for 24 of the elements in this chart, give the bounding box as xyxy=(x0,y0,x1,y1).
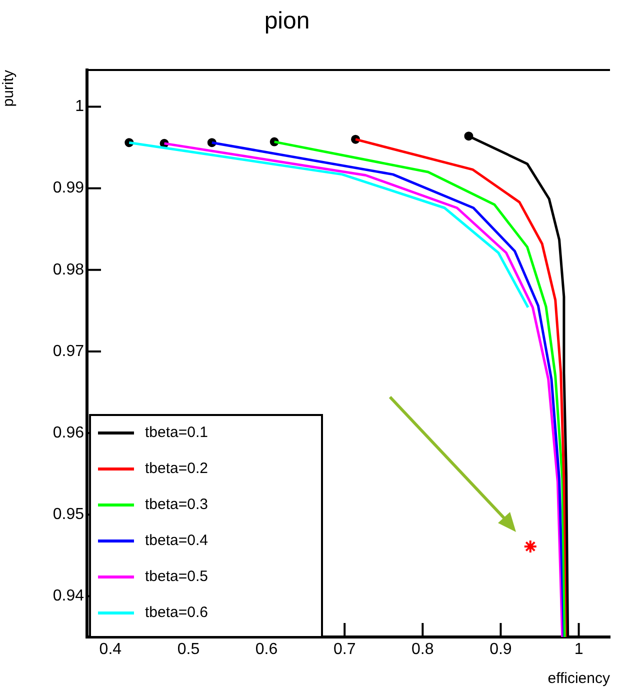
y-tick-label: 1 xyxy=(75,98,84,116)
x-tick-label: 0.9 xyxy=(490,641,512,658)
legend-label: tbeta=0.2 xyxy=(145,460,208,478)
legend-label: tbeta=0.3 xyxy=(145,496,208,514)
x-axis-title: efficiency xyxy=(548,670,610,688)
y-tick-label: 0.99 xyxy=(52,180,84,197)
x-tick-label: 1 xyxy=(574,641,584,658)
x-tick-label: 0.8 xyxy=(412,641,434,658)
y-axis-title: purity xyxy=(0,70,18,107)
y-tick-label: 0.96 xyxy=(52,424,84,442)
legend-label: tbeta=0.4 xyxy=(145,532,208,550)
y-tick-label: 0.98 xyxy=(52,261,84,278)
y-tick-label: 0.97 xyxy=(52,342,84,360)
x-tick-label: 0.5 xyxy=(177,641,200,658)
y-tick-label: 0.94 xyxy=(52,588,84,605)
chart-title: pion xyxy=(264,8,310,35)
y-tick-label: 0.95 xyxy=(52,506,84,524)
x-tick-label: 0.4 xyxy=(99,641,122,658)
legend-label: tbeta=0.1 xyxy=(145,424,208,442)
point xyxy=(523,539,538,554)
legend-label: tbeta=0.6 xyxy=(145,604,208,622)
x-tick-label: 0.6 xyxy=(255,641,278,658)
x-tick-label: 0.7 xyxy=(333,641,356,658)
legend-label: tbeta=0.5 xyxy=(145,568,208,586)
